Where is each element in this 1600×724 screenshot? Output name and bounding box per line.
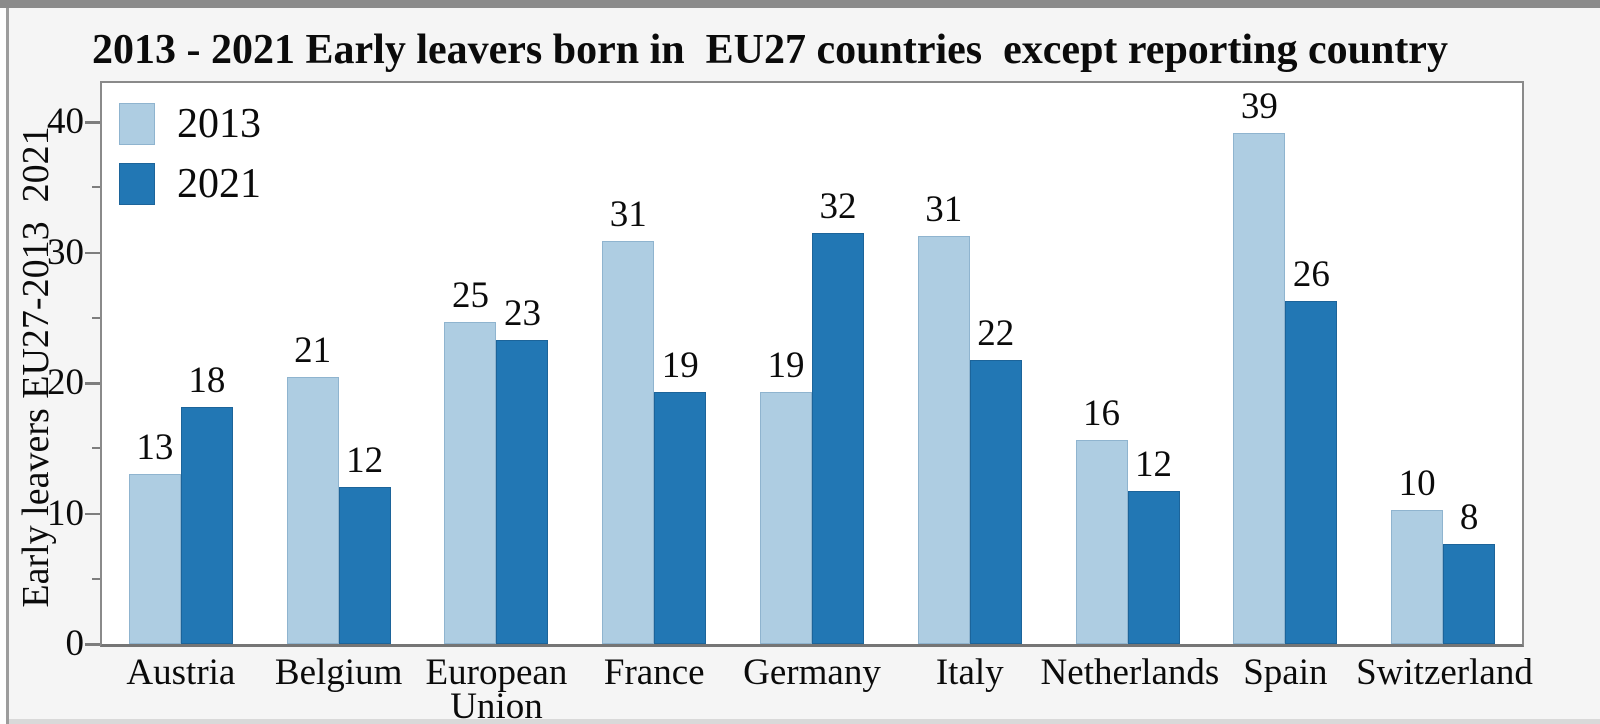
- y-major-tick: [85, 512, 100, 516]
- bar-2013-netherlands: [1075, 440, 1128, 644]
- bar-value-label: 19: [661, 345, 699, 387]
- bar-value-label: 12: [1135, 444, 1173, 486]
- y-tick-label: 20: [47, 362, 84, 404]
- bar-value-label: 16: [1083, 393, 1121, 435]
- y-tick-label: 40: [47, 101, 84, 143]
- x-category-label: Germany: [743, 652, 881, 693]
- window-top-bar: [0, 0, 1600, 8]
- bar-value-label: 10: [1398, 462, 1436, 504]
- bar-value-label: 12: [346, 440, 384, 482]
- window-left-edge: [0, 8, 6, 724]
- bar-value-label: 13: [136, 427, 174, 469]
- bar-2021-italy: [969, 359, 1022, 644]
- plot-area: 2013 2021 0 10 20 30 40 13 21 25 31 19 31 16 39 10 18 1…: [47, 81, 1533, 724]
- bar-value-label: 39: [1240, 85, 1278, 127]
- bar-2013-italy: [917, 235, 970, 644]
- y-tick-label: 0: [65, 623, 85, 664]
- bar-2021-belgium: [338, 487, 391, 644]
- y-minor-tick: [92, 186, 100, 189]
- bar-2021-switzerland: [1443, 543, 1496, 644]
- bar-2013-belgium: [286, 376, 339, 644]
- bar-2021-european-union: [496, 340, 549, 644]
- bar-2021-austria: [180, 406, 233, 644]
- bar-2013-spain: [1233, 132, 1286, 644]
- window-bottom-edge: [9, 719, 1600, 724]
- bar-value-label: 25: [451, 274, 489, 316]
- bar-value-label: 26: [1292, 253, 1330, 295]
- y-major-tick: [85, 382, 100, 385]
- y-minor-tick: [92, 447, 100, 450]
- bar-value-label: 21: [294, 329, 332, 371]
- bar-value-label: 22: [977, 312, 1015, 354]
- x-category-label: European Union: [425, 652, 568, 724]
- x-category-label: Netherlands: [1040, 652, 1220, 693]
- legend-label: 2021: [177, 161, 261, 207]
- x-category-label: Belgium: [274, 652, 403, 693]
- legend-item-2021: 2021: [119, 161, 419, 207]
- bar-2021-france: [654, 392, 707, 644]
- y-major-tick: [85, 643, 100, 646]
- x-category-label: Spain: [1243, 652, 1328, 693]
- bar-2013-austria: [128, 474, 181, 644]
- bar-2013-european-union: [444, 321, 497, 644]
- bar-2013-france: [602, 240, 655, 644]
- bar-value-label: 8: [1459, 496, 1479, 538]
- x-category-label: Switzerland: [1356, 652, 1533, 693]
- bar-value-label: 18: [188, 359, 226, 401]
- bar-2021-spain: [1285, 300, 1338, 644]
- window-left-border: [6, 8, 9, 724]
- bar-value-label: 32: [819, 186, 857, 228]
- y-major-tick: [85, 251, 100, 255]
- bar-2021-germany: [812, 233, 864, 644]
- y-tick-label: 10: [47, 492, 84, 534]
- x-category-label: Italy: [935, 652, 1004, 693]
- bar-value-label: 31: [609, 193, 647, 235]
- y-minor-tick: [92, 316, 100, 319]
- chart-title: 2013 - 2021 Early leavers born in EU27 c…: [92, 27, 1448, 73]
- x-category-label: Austria: [126, 652, 236, 693]
- bar-value-label: 23: [503, 293, 541, 335]
- y-tick-label: 30: [47, 231, 84, 273]
- x-category-label: France: [603, 652, 705, 693]
- bar-2013-germany: [760, 392, 812, 644]
- legend-swatch: [119, 103, 155, 145]
- bar-2021-netherlands: [1127, 491, 1180, 644]
- bar-value-label: 19: [767, 345, 805, 387]
- bar-2013-switzerland: [1391, 509, 1444, 644]
- y-major-tick: [85, 121, 100, 124]
- legend-label: 2013: [177, 101, 261, 147]
- legend-swatch: [119, 163, 155, 205]
- legend-item-2013: 2013: [119, 101, 419, 147]
- bar-value-label: 31: [925, 188, 963, 230]
- y-minor-tick: [92, 577, 100, 580]
